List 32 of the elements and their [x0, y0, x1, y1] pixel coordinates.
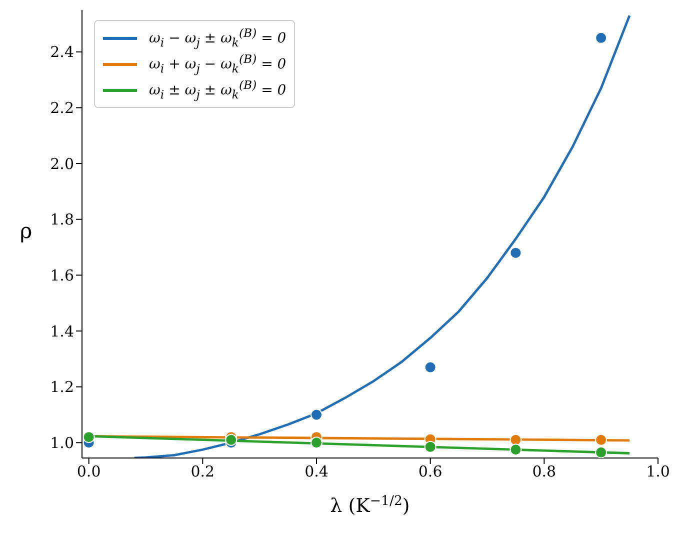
x-tick-label: 0.2: [190, 462, 215, 481]
line-series: [133, 14, 631, 458]
y-tick-label: 2.4: [50, 43, 74, 62]
y-tick-label: 1.8: [50, 210, 74, 229]
x-tick-label: 0.4: [304, 462, 328, 481]
x-tick-label: 0.6: [418, 462, 442, 481]
y-tick-label: 1.4: [50, 322, 74, 340]
y-tick-label: 1.2: [50, 378, 74, 396]
y-tick-label: 2.0: [50, 154, 74, 173]
point: [225, 434, 238, 446]
y-tick-label: 1.0: [50, 434, 74, 452]
point: [510, 434, 522, 446]
point: [310, 408, 322, 421]
x-axis-title: λ (K$^{−1/2}$): [330, 494, 410, 517]
point: [310, 436, 322, 449]
point: [510, 246, 522, 259]
point: [595, 32, 608, 44]
point: [82, 431, 95, 444]
y-tick-label: 1.6: [50, 266, 74, 284]
legend-label: ω$_{i}$ ± ω$_{j}$ ± ω$_{k}$$^{(B)}$ = 0: [149, 78, 286, 102]
x-tick-label: 0.0: [76, 462, 101, 481]
x-tick-label: 1.0: [646, 462, 670, 481]
point: [424, 440, 436, 453]
point: [510, 444, 522, 456]
legend-label: ω$_{i}$ + ω$_{j}$ − ω$_{k}$$^{(B)}$ = 0: [149, 52, 286, 76]
y-axis-title: ρ: [20, 219, 32, 243]
x-tick-label: 0.8: [532, 462, 556, 481]
legend-label: ω$_{i}$ − ω$_{j}$ ± ω$_{k}$$^{(B)}$ = 0: [149, 26, 286, 50]
point: [595, 434, 608, 446]
point: [595, 446, 608, 458]
y-tick-label: 2.2: [50, 99, 74, 118]
point: [424, 361, 436, 374]
